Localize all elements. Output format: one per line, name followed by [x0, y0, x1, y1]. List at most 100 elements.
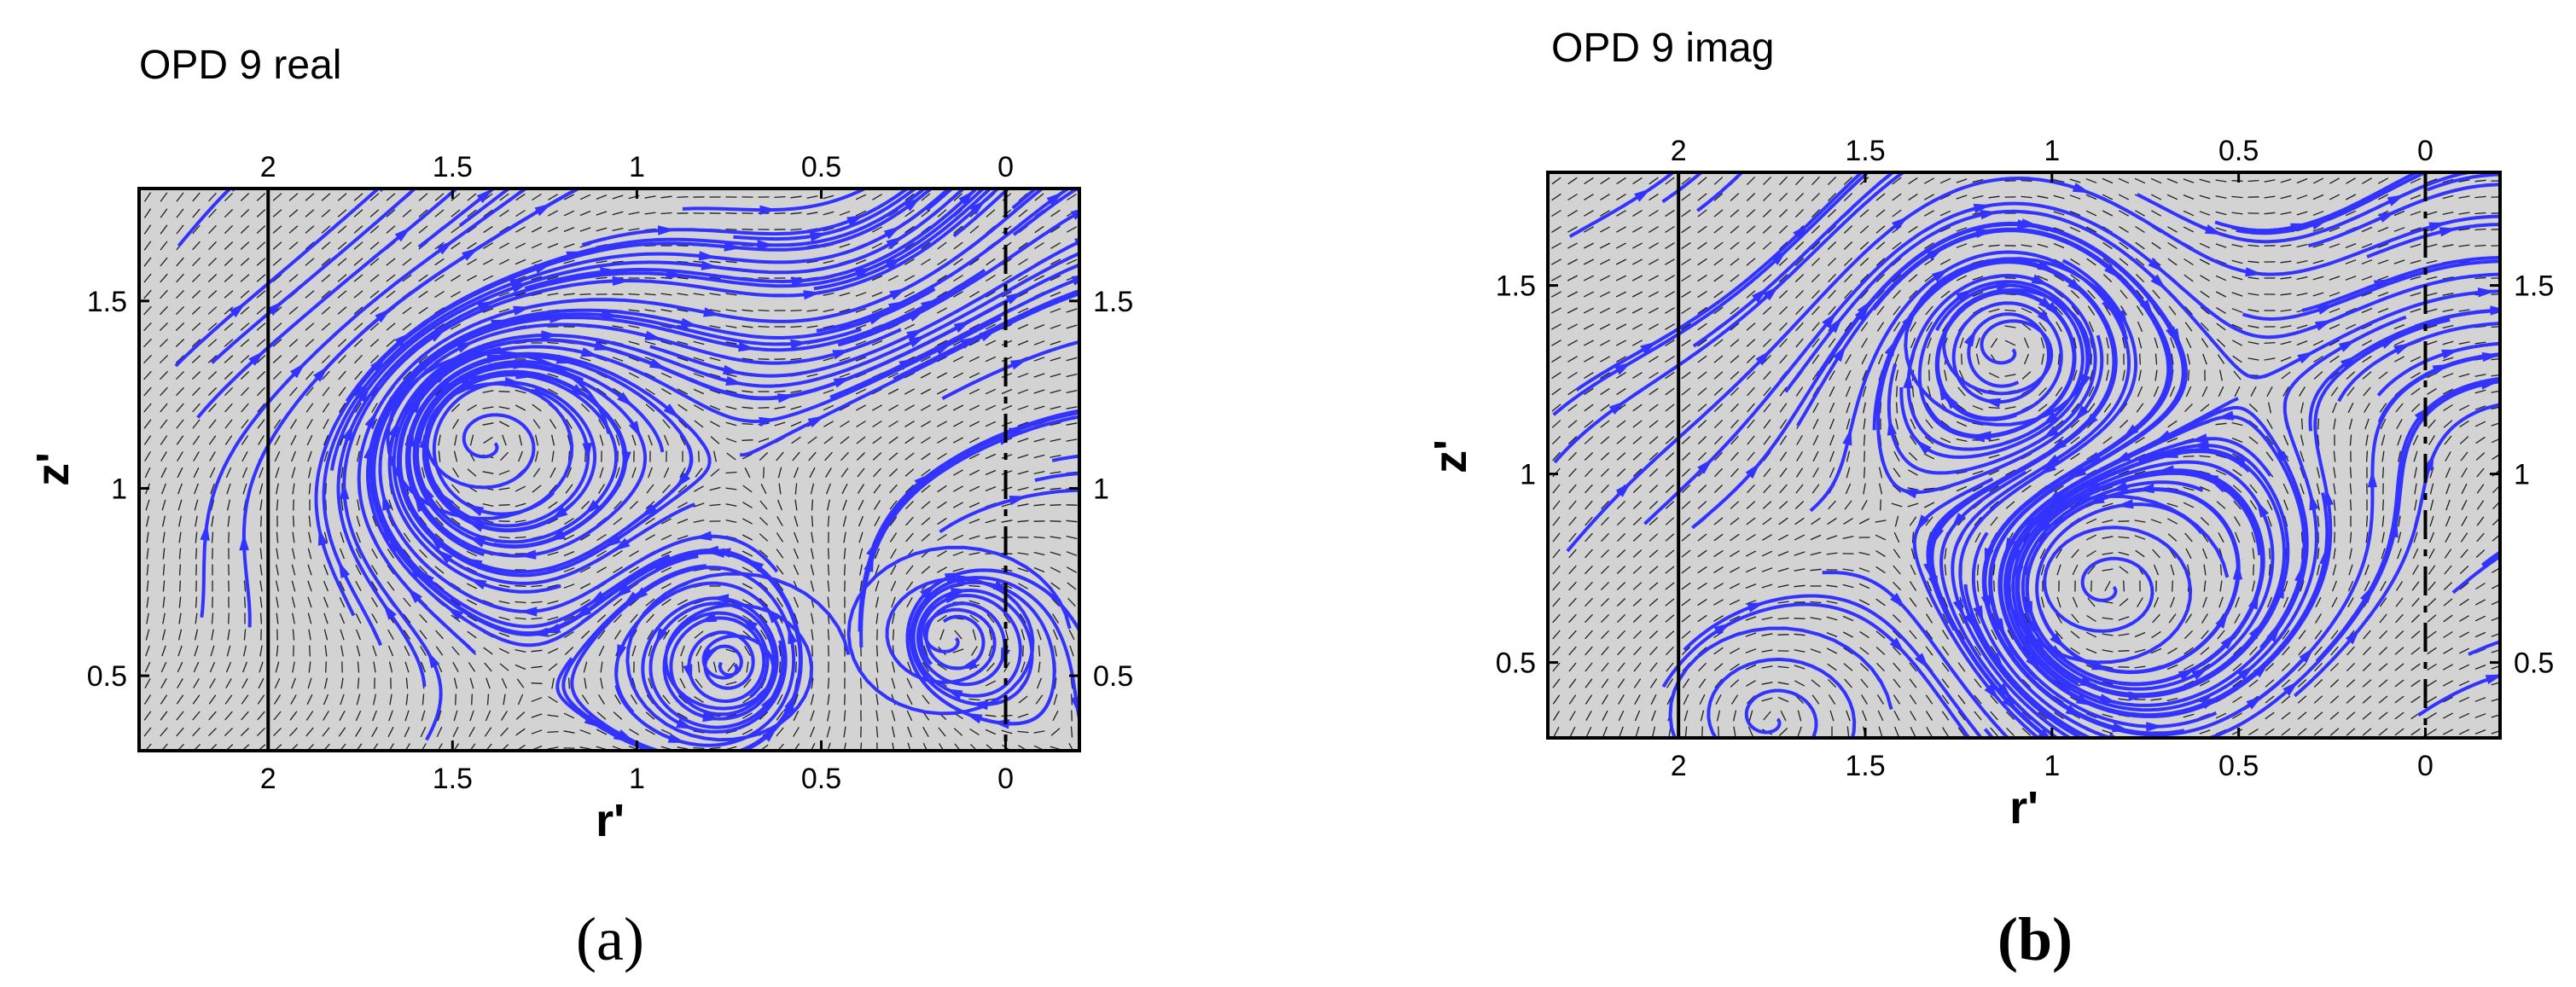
- vector-arrow: [1050, 421, 1061, 427]
- streamline-arrowhead: [1903, 370, 1913, 389]
- vector-arrow: [1939, 210, 1951, 217]
- vector-arrow: [208, 711, 217, 721]
- vector-arrow: [1616, 436, 1626, 444]
- vector-arrow: [1037, 629, 1042, 641]
- vector-arrow: [2085, 631, 2097, 638]
- vector-arrow: [677, 599, 689, 606]
- vector-arrow: [145, 645, 150, 657]
- vector-arrow: [631, 434, 637, 446]
- vector-arrow: [1552, 597, 1561, 607]
- vector-arrow: [240, 241, 250, 250]
- vector-arrow: [369, 225, 380, 234]
- vector-arrow: [2395, 613, 2404, 624]
- vector-arrow: [2394, 695, 2404, 704]
- vector-arrow: [1568, 565, 1577, 575]
- vector-arrow: [451, 225, 461, 234]
- vector-arrow: [2119, 420, 2129, 428]
- vector-arrow: [515, 226, 526, 233]
- vector-arrow: [1875, 630, 1886, 639]
- vector-arrow: [1585, 581, 1593, 591]
- vector-arrow: [2491, 616, 2500, 622]
- vector-arrow: [631, 467, 637, 479]
- streamline-arrowhead: [1822, 311, 1837, 328]
- vector-arrow: [2475, 582, 2486, 590]
- vector-arrow: [484, 662, 492, 672]
- vector-arrow: [1665, 582, 1675, 590]
- vector-arrow: [1794, 258, 1805, 266]
- vector-arrow: [1843, 225, 1853, 234]
- vector-arrow: [2166, 502, 2178, 508]
- vector-arrow: [211, 531, 214, 543]
- streamline-arrowhead: [513, 305, 532, 316]
- vector-arrow: [1941, 678, 1950, 688]
- vector-arrow: [580, 599, 590, 606]
- vector-arrow: [1747, 386, 1755, 397]
- vector-arrow: [2183, 713, 2195, 718]
- vector-arrow: [1054, 677, 1057, 689]
- vector-arrow: [795, 661, 797, 673]
- vector-arrow: [2299, 386, 2306, 397]
- vector-arrow: [339, 580, 346, 592]
- vector-arrow: [1551, 340, 1561, 346]
- vector-arrow: [1893, 710, 1900, 722]
- vector-arrow: [1665, 501, 1675, 509]
- vector-arrow: [1957, 386, 1966, 397]
- vector-arrow: [1844, 500, 1852, 510]
- streamline: [1552, 172, 1870, 416]
- vector-arrow: [2085, 194, 2097, 200]
- vector-arrow: [890, 580, 897, 592]
- vector-arrow: [403, 370, 411, 380]
- vector-arrow: [2150, 698, 2162, 701]
- vector-arrow: [596, 227, 608, 232]
- vector-arrow: [628, 293, 640, 296]
- vector-arrow: [290, 434, 297, 446]
- streamline: [1784, 209, 2500, 393]
- vector-arrow: [596, 276, 608, 280]
- vector-arrow: [809, 726, 816, 738]
- vector-arrow: [2119, 566, 2129, 574]
- vector-arrow: [888, 404, 898, 411]
- vector-arrow: [1927, 386, 1932, 398]
- vector-arrow: [175, 339, 185, 347]
- vector-arrow: [208, 694, 217, 705]
- vector-arrow: [1017, 421, 1029, 427]
- vector-arrow: [1568, 694, 1577, 705]
- vector-arrow: [2474, 631, 2486, 638]
- streamline-arrowhead: [433, 369, 451, 383]
- vector-arrow: [1017, 520, 1029, 523]
- streamline-arrowhead: [2102, 298, 2115, 316]
- vector-arrow: [292, 613, 295, 624]
- vector-arrow: [1940, 290, 1951, 299]
- vector-arrow: [613, 387, 623, 396]
- vector-arrow: [1681, 177, 1691, 185]
- vector-arrow: [2427, 663, 2437, 671]
- vector-arrow: [660, 309, 672, 312]
- vector-arrow: [842, 499, 847, 511]
- vector-arrow: [2474, 276, 2486, 280]
- vector-arrow: [434, 274, 445, 282]
- vector-arrow: [2218, 596, 2224, 608]
- vector-arrow: [340, 499, 344, 511]
- vector-arrow: [1829, 467, 1835, 479]
- vector-arrow: [645, 387, 655, 396]
- vector-arrow: [515, 664, 526, 671]
- vector-arrow: [1567, 226, 1578, 233]
- vector-arrow: [741, 390, 753, 393]
- vector-arrow: [823, 421, 834, 427]
- vector-arrow: [875, 726, 879, 738]
- vector-arrow: [1910, 548, 1916, 560]
- vector-arrow: [1941, 727, 1950, 737]
- vector-arrow: [725, 487, 737, 491]
- streamline-arrowhead: [644, 330, 663, 340]
- vector-arrow: [1795, 338, 1804, 348]
- vector-arrow: [305, 370, 314, 380]
- vector-arrow: [2200, 517, 2210, 525]
- vector-arrow: [937, 663, 947, 671]
- streamline: [733, 189, 918, 241]
- vector-arrow: [937, 501, 947, 509]
- vector-arrow: [143, 305, 152, 316]
- vector-arrow: [677, 712, 689, 719]
- vector-arrow: [1033, 551, 1045, 556]
- vector-arrow: [1681, 306, 1691, 315]
- streamline-arrowhead: [2485, 674, 2500, 685]
